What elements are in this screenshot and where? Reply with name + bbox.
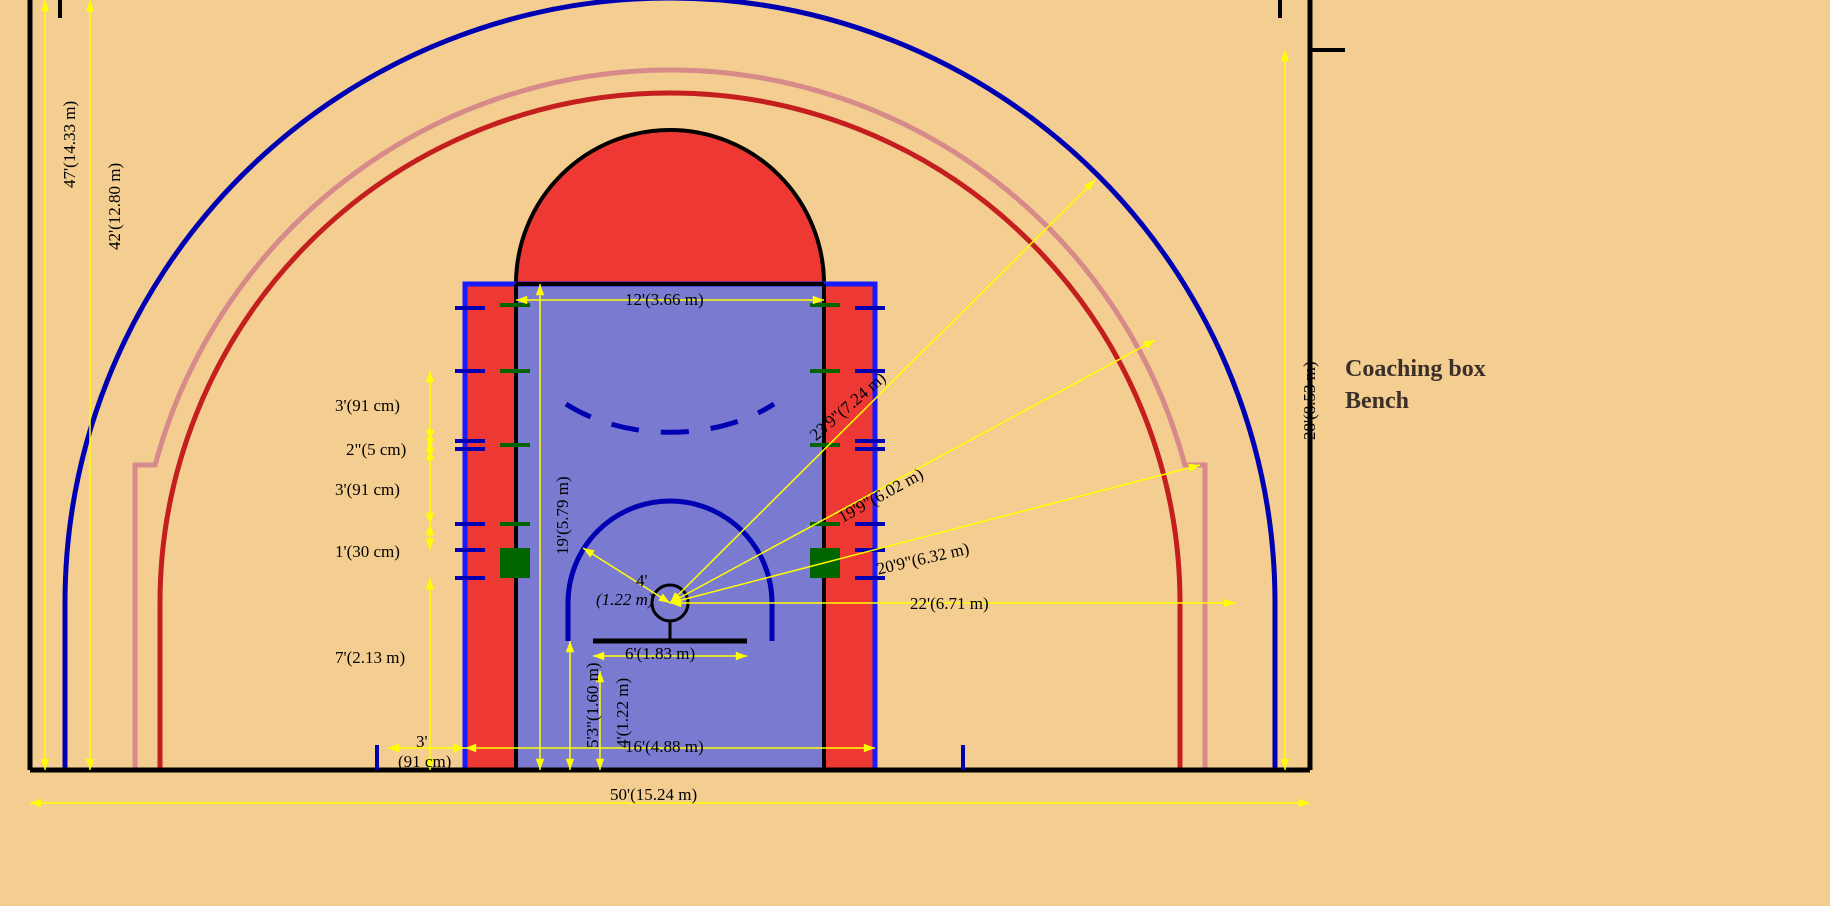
dim-16ft: 16'(4.88 m) bbox=[625, 737, 704, 757]
dim-47ft: 47'(14.33 m) bbox=[60, 101, 80, 188]
dim-19ft: 19'(5.79 m) bbox=[553, 476, 573, 555]
dim-lane-3b: 3'(91 cm) bbox=[335, 480, 400, 500]
dim-restricted-4a: 4' bbox=[636, 571, 648, 591]
dim-42ft: 42'(12.80 m) bbox=[105, 163, 125, 250]
dim-lane-2in: 2"(5 cm) bbox=[346, 440, 406, 460]
dim-three-22: 22'(6.71 m) bbox=[910, 594, 989, 614]
dim-12ft: 12'(3.66 m) bbox=[625, 290, 704, 310]
dim-lane-7: 7'(2.13 m) bbox=[335, 648, 405, 668]
dim-ft-4: 4'(1.22 m) bbox=[613, 678, 633, 748]
dim-ft-5-3: 5'3"(1.60 m) bbox=[583, 662, 603, 748]
label-coaching-box: Coaching box bbox=[1345, 356, 1486, 383]
dim-50ft: 50'(15.24 m) bbox=[610, 785, 697, 805]
dim-28ft: 28'(8.53 m) bbox=[1300, 361, 1320, 440]
dim-backboard-6: 6'(1.83 m) bbox=[625, 644, 695, 664]
dim-baseline-3: 3' bbox=[416, 732, 428, 752]
label-bench: Bench bbox=[1345, 388, 1409, 415]
dim-baseline-3m: (91 cm) bbox=[398, 752, 451, 772]
dim-lane-1: 1'(30 cm) bbox=[335, 542, 400, 562]
dim-restricted-4b: (1.22 m) bbox=[596, 590, 654, 610]
court-svg bbox=[0, 0, 1830, 906]
basketball-court-diagram: 50'(15.24 m) 47'(14.33 m) 42'(12.80 m) 2… bbox=[0, 0, 1830, 906]
dim-lane-3a: 3'(91 cm) bbox=[335, 396, 400, 416]
